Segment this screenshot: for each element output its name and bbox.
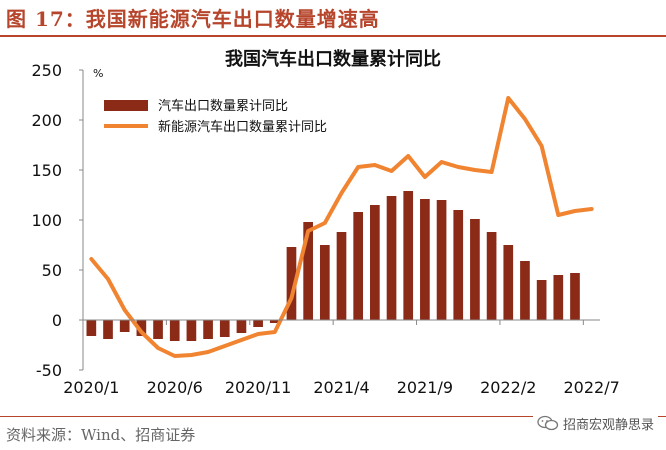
footer-rule	[0, 416, 666, 417]
source-note: 资料来源：Wind、招商证券	[6, 426, 196, 444]
bar	[520, 261, 530, 320]
bar	[253, 320, 263, 327]
y-unit-label: %	[93, 67, 103, 80]
bar	[119, 320, 130, 332]
legend-swatch-bar	[104, 100, 148, 111]
bar	[503, 245, 514, 320]
bar	[486, 232, 497, 320]
bar	[570, 273, 580, 320]
x-tick-label: 2020/11	[225, 378, 291, 397]
bar	[219, 320, 230, 337]
bar	[470, 219, 480, 320]
x-tick-label: 2021/9	[397, 378, 453, 397]
bar	[236, 320, 247, 333]
title-rule	[0, 35, 666, 37]
y-tick-label: 250	[31, 61, 62, 80]
y-tick-label: 50	[42, 261, 62, 280]
line-series	[89, 96, 594, 358]
legend-label-line: 新能源汽车出口数量累计同比	[158, 119, 327, 135]
bar	[436, 200, 447, 320]
x-tick-label: 2020/6	[147, 378, 203, 397]
x-tick-label: 2022/2	[480, 378, 536, 397]
y-axis: -50 0 50 100 150 200 250	[31, 61, 84, 380]
figure-title: 图 17：我国新能源汽车出口数量增速高	[6, 7, 380, 31]
chart: 我国汽车出口数量累计同比 % -50 0 50 100 150 200 250 2020/1…	[31, 48, 620, 397]
bar	[286, 247, 297, 320]
bar	[319, 245, 330, 320]
bar	[453, 210, 464, 320]
bar	[103, 320, 113, 339]
y-tick-label: 150	[31, 161, 62, 180]
x-tick-label: 2021/4	[313, 378, 369, 397]
legend-label-bar: 汽车出口数量累计同比	[158, 98, 288, 114]
bar	[386, 196, 397, 320]
bar	[136, 320, 147, 336]
y-tick-label: -50	[36, 361, 62, 380]
bar	[336, 232, 347, 320]
bar	[420, 199, 430, 320]
y-tick-label: 100	[31, 211, 62, 230]
watermark-label: 招商宏观静思录	[562, 417, 654, 433]
bar	[186, 320, 197, 341]
bar	[353, 212, 364, 320]
wechat-icon	[537, 415, 559, 431]
bar	[169, 320, 180, 341]
bar	[403, 191, 414, 320]
x-tick-label: 2022/7	[564, 378, 620, 397]
bar	[269, 320, 280, 323]
bar	[153, 320, 163, 339]
bar	[536, 280, 547, 320]
x-axis: 2020/1 2020/6 2020/11 2021/4 2021/9 2022/2 202…	[63, 319, 620, 397]
y-tick-label: 200	[31, 111, 62, 130]
y-tick-label: 0	[52, 311, 62, 330]
watermark: 招商宏观静思录	[532, 412, 658, 434]
chart-title: 我国汽车出口数量累计同比	[225, 48, 441, 70]
bar	[203, 320, 213, 339]
bar	[370, 205, 380, 320]
bar	[86, 320, 97, 336]
bar	[303, 222, 313, 320]
bar	[553, 275, 564, 320]
bar-series	[86, 191, 580, 341]
x-tick-label: 2020/1	[63, 378, 119, 397]
